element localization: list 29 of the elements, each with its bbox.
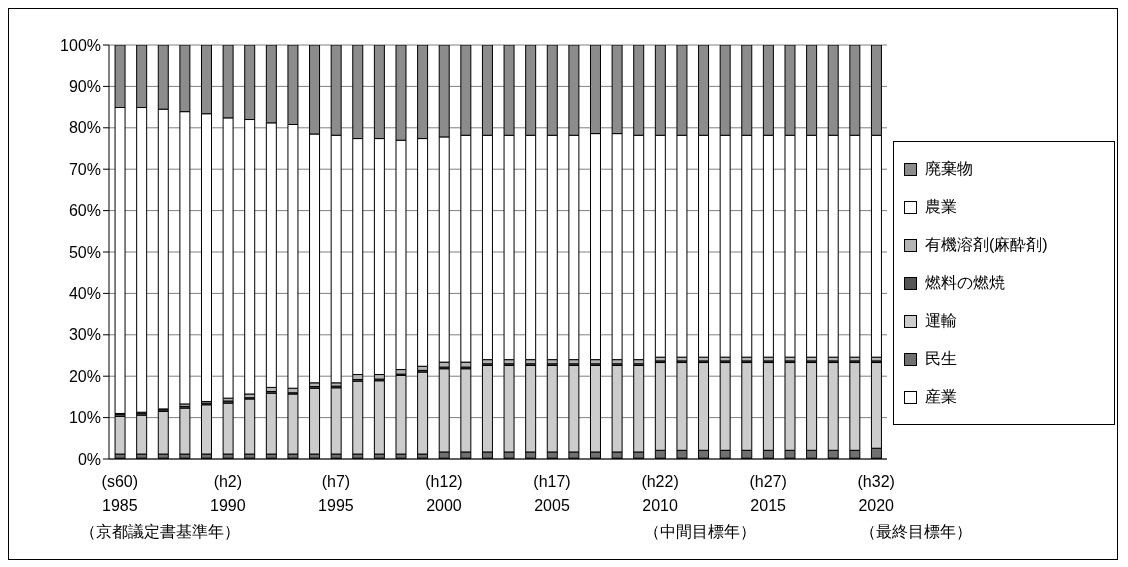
- y-tick-label: 20%: [68, 367, 101, 385]
- y-tick-label: 0%: [77, 450, 101, 468]
- text: （最終目標年）: [860, 523, 973, 540]
- legend-label: 有機溶剤(麻酔剤): [925, 234, 1048, 255]
- x-tick-label: (h7) 1995: [318, 473, 354, 514]
- y-tick-label: 100%: [60, 36, 101, 54]
- y-tick-label: 70%: [68, 160, 101, 178]
- y-tick-label: 10%: [68, 409, 101, 427]
- text: （中間目標年）: [644, 523, 757, 540]
- legend-label: 廃棄物: [925, 158, 973, 179]
- y-tick-label: 50%: [68, 243, 101, 261]
- x-tick-label: (h32) 2020: [857, 473, 895, 514]
- y-tick-label: 90%: [68, 78, 101, 96]
- x-tick-label: (h17) 2005: [533, 473, 571, 514]
- x-tick-label: (s60) 1985: [101, 473, 139, 514]
- y-tick-label: 30%: [68, 326, 101, 344]
- x-tick-label: (h22) 2010: [641, 473, 679, 514]
- x-tick-label: (h2) 1990: [210, 473, 246, 514]
- legend-label: 燃料の燃焼: [925, 272, 1005, 293]
- y-tick-label: 80%: [68, 119, 101, 137]
- legend-label: 民生: [925, 348, 957, 369]
- x-tick-label: (h12) 2000: [425, 473, 463, 514]
- y-tick-label: 60%: [68, 202, 101, 220]
- legend-label: 農業: [925, 196, 957, 217]
- legend-label: 産業: [925, 386, 957, 407]
- text: （京都議定書基準年）: [79, 523, 240, 540]
- legend-label: 運輸: [925, 310, 957, 331]
- x-tick-label: (h27) 2015: [749, 473, 787, 514]
- y-tick-label: 40%: [68, 285, 101, 303]
